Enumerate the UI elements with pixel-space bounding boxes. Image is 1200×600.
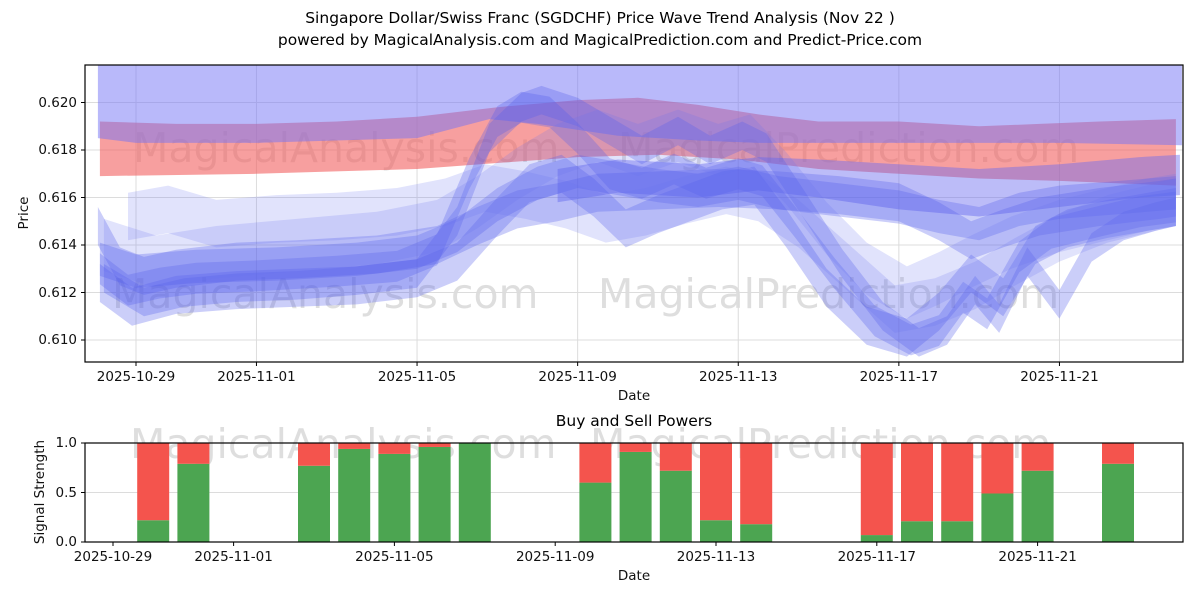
power-xaxis-label: Date (617, 568, 651, 584)
sell-bar-2025-10-30 (137, 443, 170, 521)
price-xtick-2025-11-21: 2025-11-21 (1020, 369, 1099, 385)
price-xtick-2025-10-29: 2025-10-29 (96, 369, 176, 385)
buy-bar-2025-11-19 (941, 521, 974, 542)
power-chart-title: Buy and Sell Powers (555, 412, 713, 430)
price-band-wave-3 (99, 154, 1176, 288)
buy-bar-2025-11-10 (579, 482, 612, 542)
price-band-blue-mid-band (557, 154, 1180, 217)
sell-bar-2025-11-06 (418, 443, 451, 447)
power-xtick-2025-11-01: 2025-11-01 (194, 549, 273, 565)
price-xtick-2025-11-09: 2025-11-09 (538, 369, 617, 385)
power-ytick-0.0: 0.0 (55, 534, 77, 550)
signal-strength-axis-label: Signal Strength (32, 439, 48, 545)
price-xaxis-label: Date (617, 388, 651, 404)
power-xtick-2025-11-09: 2025-11-09 (515, 549, 595, 565)
sell-bar-2025-11-05 (378, 443, 411, 454)
power-ytick-1.0: 1.0 (55, 435, 77, 451)
sell-bar-2025-10-31 (177, 443, 210, 464)
buy-bar-2025-11-23 (1102, 463, 1134, 542)
buy-bar-2025-11-20 (981, 493, 1014, 542)
buy-bar-2025-11-13 (700, 520, 732, 542)
sell-bar-2025-11-23 (1102, 443, 1134, 464)
sell-bar-2025-11-21 (1021, 443, 1054, 471)
title-line-2: powered by MagicalAnalysis.com and Magic… (277, 31, 923, 49)
buy-bar-2025-11-05 (378, 453, 411, 542)
sell-bar-2025-11-18 (901, 443, 933, 522)
price-xtick-2025-11-01: 2025-11-01 (217, 369, 296, 385)
sell-bar-2025-11-13 (700, 443, 732, 521)
price-band-wave-6 (103, 109, 1176, 319)
buy-bar-2025-11-18 (901, 521, 933, 542)
price-band-wave-4 (103, 85, 1176, 357)
price-ytick-0.614: 0.614 (38, 237, 77, 253)
buy-bar-2025-11-04 (338, 448, 371, 542)
sell-bar-2025-11-12 (659, 443, 692, 471)
price-axis-label: Price (16, 196, 32, 230)
watermark-text: MagicalPrediction.com (598, 270, 1059, 318)
buy-bar-2025-11-06 (418, 446, 451, 542)
power-xtick-2025-11-21: 2025-11-21 (998, 549, 1077, 565)
buy-bar-2025-11-12 (659, 470, 692, 542)
power-xtick-2025-11-05: 2025-11-05 (355, 549, 434, 565)
price-ytick-0.612: 0.612 (38, 284, 77, 301)
buy-bar-2025-11-07 (458, 443, 491, 542)
price-ytick-0.616: 0.616 (38, 189, 77, 206)
power-xtick-2025-11-17: 2025-11-17 (837, 549, 917, 565)
figure-title: Singapore Dollar/Swiss Franc (SGDCHF) Pr… (0, 7, 1200, 51)
buy-bar-2025-11-14 (740, 524, 773, 542)
power-ytick-0.5: 0.5 (55, 484, 77, 501)
price-axes-frame (84, 64, 1184, 363)
price-xtick-2025-11-17: 2025-11-17 (859, 369, 939, 385)
sell-bar-2025-11-11 (619, 443, 652, 452)
price-ytick-0.620: 0.620 (38, 94, 77, 111)
price-band-wave-1 (97, 169, 1176, 295)
power-xtick-2025-11-13: 2025-11-13 (676, 549, 756, 565)
price-xtick-2025-11-13: 2025-11-13 (699, 369, 778, 385)
sell-bar-2025-11-19 (941, 443, 974, 522)
buy-bar-2025-11-11 (619, 451, 652, 542)
price-xtick-2025-11-05: 2025-11-05 (377, 369, 457, 385)
sell-bar-2025-11-10 (579, 443, 612, 483)
title-line-1: Singapore Dollar/Swiss Franc (SGDCHF) Pr… (305, 9, 895, 27)
power-xtick-2025-10-29: 2025-10-29 (73, 549, 153, 565)
price-band-wave-7 (128, 164, 1176, 333)
sell-bar-2025-11-20 (981, 443, 1014, 494)
price-band-blue-top-band (97, 65, 1182, 146)
sell-bar-2025-11-17 (860, 443, 893, 536)
price-ytick-0.610: 0.610 (38, 332, 77, 348)
buy-bar-2025-10-31 (177, 463, 210, 542)
sell-bar-2025-11-04 (338, 443, 371, 449)
buy-bar-2025-11-17 (860, 535, 893, 542)
watermark-text: MagicalAnalysis.com (112, 270, 539, 318)
sell-bar-2025-11-14 (740, 443, 773, 525)
buy-bar-2025-11-03 (298, 465, 330, 542)
sell-bar-2025-11-03 (298, 443, 330, 466)
price-ytick-0.618: 0.618 (38, 142, 77, 158)
buy-bar-2025-10-30 (137, 520, 170, 542)
buy-bar-2025-11-21 (1021, 470, 1054, 542)
